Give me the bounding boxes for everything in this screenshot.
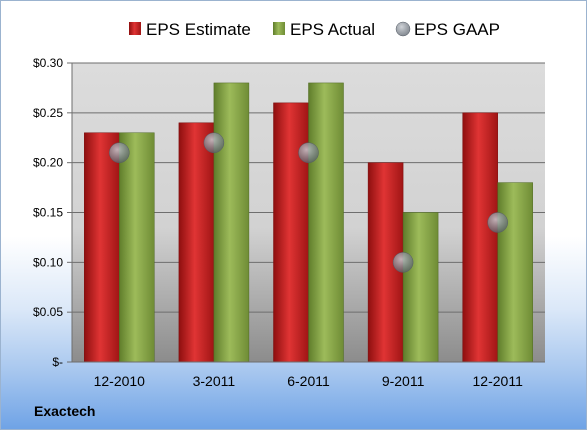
x-tick-label: 3-2011 (193, 373, 236, 389)
bar-eps-actual (308, 82, 344, 363)
bars (84, 82, 533, 363)
bar-eps-estimate (273, 102, 309, 363)
marker-eps-gaap (109, 142, 130, 163)
gaap-markers (109, 132, 508, 273)
x-axis: 12-2010 3-2011 6-2011 9-2011 12-2011 (72, 361, 545, 389)
bar-eps-actual (497, 182, 533, 363)
x-tick-label: 6-2011 (287, 373, 330, 389)
legend: EPS Estimate EPS Actual EPS GAAP (129, 20, 500, 39)
bar-eps-estimate (84, 132, 120, 363)
x-tick-label: 9-2011 (382, 373, 425, 389)
legend-label: EPS GAAP (414, 20, 500, 39)
legend-label: EPS Actual (290, 20, 375, 39)
y-tick-label: $0.05 (33, 305, 63, 319)
x-tick-label: 12-2011 (473, 373, 524, 389)
y-tick-label: $0.20 (33, 156, 63, 170)
legend-label: EPS Estimate (146, 20, 251, 39)
marker-eps-gaap (203, 132, 225, 153)
marker-eps-gaap (392, 252, 414, 273)
y-tick-label: $0.30 (33, 56, 63, 70)
y-axis: $- $0.05 $0.10 $0.15 $0.20 $0.25 $0.30 (33, 56, 73, 369)
legend-swatch-actual (273, 22, 285, 35)
legend-swatch-gaap (395, 21, 411, 37)
bar-eps-estimate (178, 122, 215, 363)
bar-eps-actual (119, 132, 155, 363)
y-tick-label: $0.15 (33, 206, 63, 220)
legend-swatch-estimate (129, 22, 141, 35)
company-name: Exactech (34, 403, 96, 419)
y-tick-label: $0.10 (33, 255, 63, 269)
y-tick-label: $- (52, 355, 63, 369)
x-tick-label: 12-2010 (94, 373, 146, 389)
marker-eps-gaap (298, 142, 319, 163)
y-tick-label: $0.25 (33, 106, 63, 120)
marker-eps-gaap (487, 212, 508, 233)
bar-eps-estimate (462, 112, 498, 363)
bar-eps-actual (213, 82, 250, 363)
bar-eps-actual (402, 212, 439, 363)
